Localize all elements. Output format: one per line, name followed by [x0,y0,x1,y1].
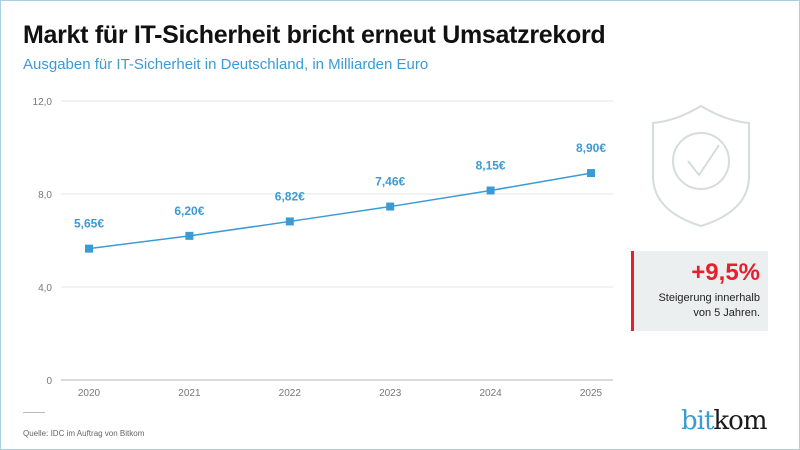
data-point [85,244,93,253]
growth-line1: Steigerung innerhalb [658,292,760,304]
logo-part2: kom [713,406,767,436]
source-note: Quelle: IDC im Auftrag von Bitkom [23,429,145,438]
data-label: 8,90€ [576,141,606,155]
data-label: 7,46€ [375,175,405,189]
growth-line2: von 5 Jahren. [693,307,760,319]
shield-check-icon [652,104,750,228]
chart-title: Markt für IT-Sicherheit bricht erneut Um… [23,21,606,49]
growth-description: Steigerung innerhalb von 5 Jahren. [658,291,760,321]
x-tick-label: 2025 [580,388,603,399]
y-tick-label: 8,0 [38,190,52,201]
data-label: 5,65€ [74,217,104,231]
growth-callout: +9,5% Steigerung innerhalb von 5 Jahren. [631,251,768,331]
growth-value: +9,5% [691,259,760,286]
data-point [587,169,595,178]
logo-part1: bit [681,406,714,436]
x-tick-label: 2022 [279,388,302,399]
x-tick-label: 2024 [479,388,502,399]
data-point [185,231,194,240]
series-line [88,172,592,250]
data-point [285,217,294,226]
y-tick-label: 12,0 [33,97,53,108]
divider [23,412,45,413]
bitkom-logo: bitkom [681,406,767,436]
chart-subtitle: Ausgaben für IT-Sicherheit in Deutschlan… [23,56,429,73]
y-tick-label: 4,0 [38,283,52,294]
data-label: 8,15€ [476,159,506,173]
data-label: 6,20€ [174,204,204,218]
x-tick-label: 2021 [178,388,201,399]
data-point [386,202,395,211]
x-tick-label: 2020 [78,388,101,399]
x-tick-label: 2023 [379,388,402,399]
data-label: 6,82€ [275,189,305,203]
y-tick-label: 0 [46,376,52,387]
data-point [486,186,495,195]
